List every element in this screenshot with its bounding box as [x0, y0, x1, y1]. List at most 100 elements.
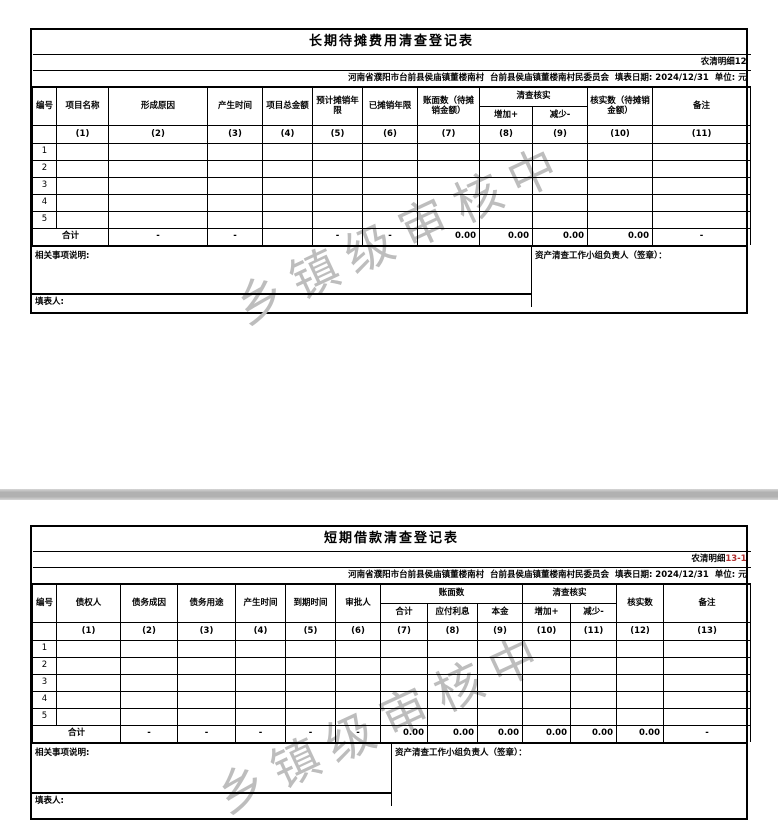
- col-header-increase: 增加+: [479, 105, 533, 126]
- short-term-grid: 短期借款清查登记表 农清明细13-1 河南省濮阳市台前县侯庙镇董楼南村 台前县侯…: [32, 527, 752, 742]
- empty-cell: [532, 142, 588, 161]
- empty-cell: [362, 142, 418, 161]
- col-header-verified-amount: 核实数: [616, 583, 664, 623]
- empty-cell: [616, 656, 664, 675]
- form-info-line: 河南省濮阳市台前县侯庙镇董楼南村 台前县侯庙镇董楼南村民委员会 填表日期: 20…: [32, 70, 751, 88]
- col-header-verified-amount: 核实数（待摊销金额）: [587, 86, 653, 126]
- total-label: 合计: [32, 724, 121, 742]
- total-value: 0.00: [587, 227, 653, 245]
- row-number-cell: 3: [32, 176, 57, 195]
- empty-cell: [362, 159, 418, 178]
- empty-cell: [362, 210, 418, 229]
- col-number: (3): [207, 124, 263, 144]
- empty-cell: [56, 159, 109, 178]
- empty-cell: [651, 210, 752, 229]
- col-number: (8): [427, 621, 478, 641]
- empty-cell: [207, 176, 263, 195]
- empty-cell: [662, 639, 752, 658]
- col-header-project-name: 项目名称: [56, 86, 109, 126]
- group-header-book-amount: 账面数: [380, 583, 523, 604]
- row-number-cell: 5: [32, 210, 57, 229]
- empty-cell: [570, 656, 617, 675]
- total-value: 0.00: [532, 227, 588, 245]
- empty-cell: [522, 690, 571, 709]
- total-value: 0.00: [427, 724, 478, 742]
- empty-cell: [177, 656, 236, 675]
- total-value: [262, 227, 313, 245]
- empty-cell: [570, 639, 617, 658]
- total-value: 0.00: [522, 724, 571, 742]
- empty-cell: [235, 690, 286, 709]
- empty-cell: [477, 690, 523, 709]
- col-header-remarks: 备注: [651, 86, 752, 126]
- col-number: (5): [285, 621, 336, 641]
- table-title: 短期借款清查登记表: [32, 527, 751, 552]
- empty-cell: [532, 210, 588, 229]
- empty-cell: [477, 673, 523, 692]
- total-value: -: [120, 724, 178, 742]
- col-number: (6): [362, 124, 418, 144]
- empty-cell: [120, 656, 178, 675]
- col-number: (9): [477, 621, 523, 641]
- col-number: (12): [616, 621, 664, 641]
- empty-cell: [522, 707, 571, 726]
- empty-cell: [120, 707, 178, 726]
- col-header-interest-payable: 应付利息: [427, 602, 478, 623]
- col-header-occur-time: 产生时间: [207, 86, 263, 126]
- empty-cell: [380, 673, 428, 692]
- notes-label: 相关事项说明:: [32, 744, 391, 794]
- col-header-remarks: 备注: [662, 583, 752, 623]
- empty-cell: [335, 690, 381, 709]
- total-value: -: [335, 724, 381, 742]
- col-number: (2): [120, 621, 178, 641]
- footer-left: 相关事项说明: 填表人:: [32, 247, 532, 307]
- col-header-total-amount: 项目总金额: [262, 86, 313, 126]
- empty-cell: [335, 656, 381, 675]
- col-header-debt-cause: 债务成因: [120, 583, 178, 623]
- form-code: 农清明细13-1: [32, 551, 751, 568]
- empty-cell: [312, 193, 363, 212]
- empty-cell: [380, 656, 428, 675]
- total-value: -: [312, 227, 363, 245]
- empty-cell: [177, 639, 236, 658]
- empty-cell: [335, 673, 381, 692]
- col-header-debt-use: 债务用途: [177, 583, 236, 623]
- row-number-cell: 4: [32, 193, 57, 212]
- empty-cell: [570, 707, 617, 726]
- col-number: (13): [662, 621, 752, 641]
- filler-label: 填表人:: [35, 796, 64, 806]
- total-value: -: [207, 227, 263, 245]
- col-number: (5): [312, 124, 363, 144]
- empty-cell: [108, 210, 208, 229]
- empty-cell: [362, 193, 418, 212]
- empty-cell: [427, 673, 478, 692]
- empty-cell: [417, 193, 480, 212]
- empty-cell: [417, 176, 480, 195]
- empty-cell: [235, 639, 286, 658]
- empty-cell: [120, 639, 178, 658]
- total-value: -: [662, 724, 752, 742]
- empty-cell: [285, 639, 336, 658]
- col-header-creditor: 债权人: [56, 583, 121, 623]
- total-value: 0.00: [479, 227, 533, 245]
- row-number-cell: 2: [32, 159, 57, 178]
- row-number-cell: 1: [32, 142, 57, 161]
- filler-label: 填表人:: [35, 297, 64, 307]
- empty-cell: [427, 639, 478, 658]
- empty-cell: [108, 159, 208, 178]
- long-term-grid: 长期待摊费用清查登记表 农清明细12 河南省濮阳市台前县侯庙镇董楼南村 台前县侯…: [32, 30, 752, 245]
- empty-cell: [662, 656, 752, 675]
- empty-cell: [479, 159, 533, 178]
- empty-cell: [312, 176, 363, 195]
- empty-cell: [532, 159, 588, 178]
- empty-cell: [662, 707, 752, 726]
- empty-cell: [56, 707, 121, 726]
- total-value: 0.00: [477, 724, 523, 742]
- col-header-number: 编号: [32, 86, 57, 126]
- table-long-term-deferred-expenses: 乡镇级审核中 长期待摊费用清查登记表 农清明细12 河南省濮阳市台前县侯庙镇董楼…: [30, 28, 752, 336]
- empty-cell: [207, 142, 263, 161]
- empty-cell: [587, 210, 653, 229]
- total-value: -: [177, 724, 236, 742]
- row-number-cell: 2: [32, 656, 57, 675]
- col-header-increase: 增加+: [522, 602, 571, 623]
